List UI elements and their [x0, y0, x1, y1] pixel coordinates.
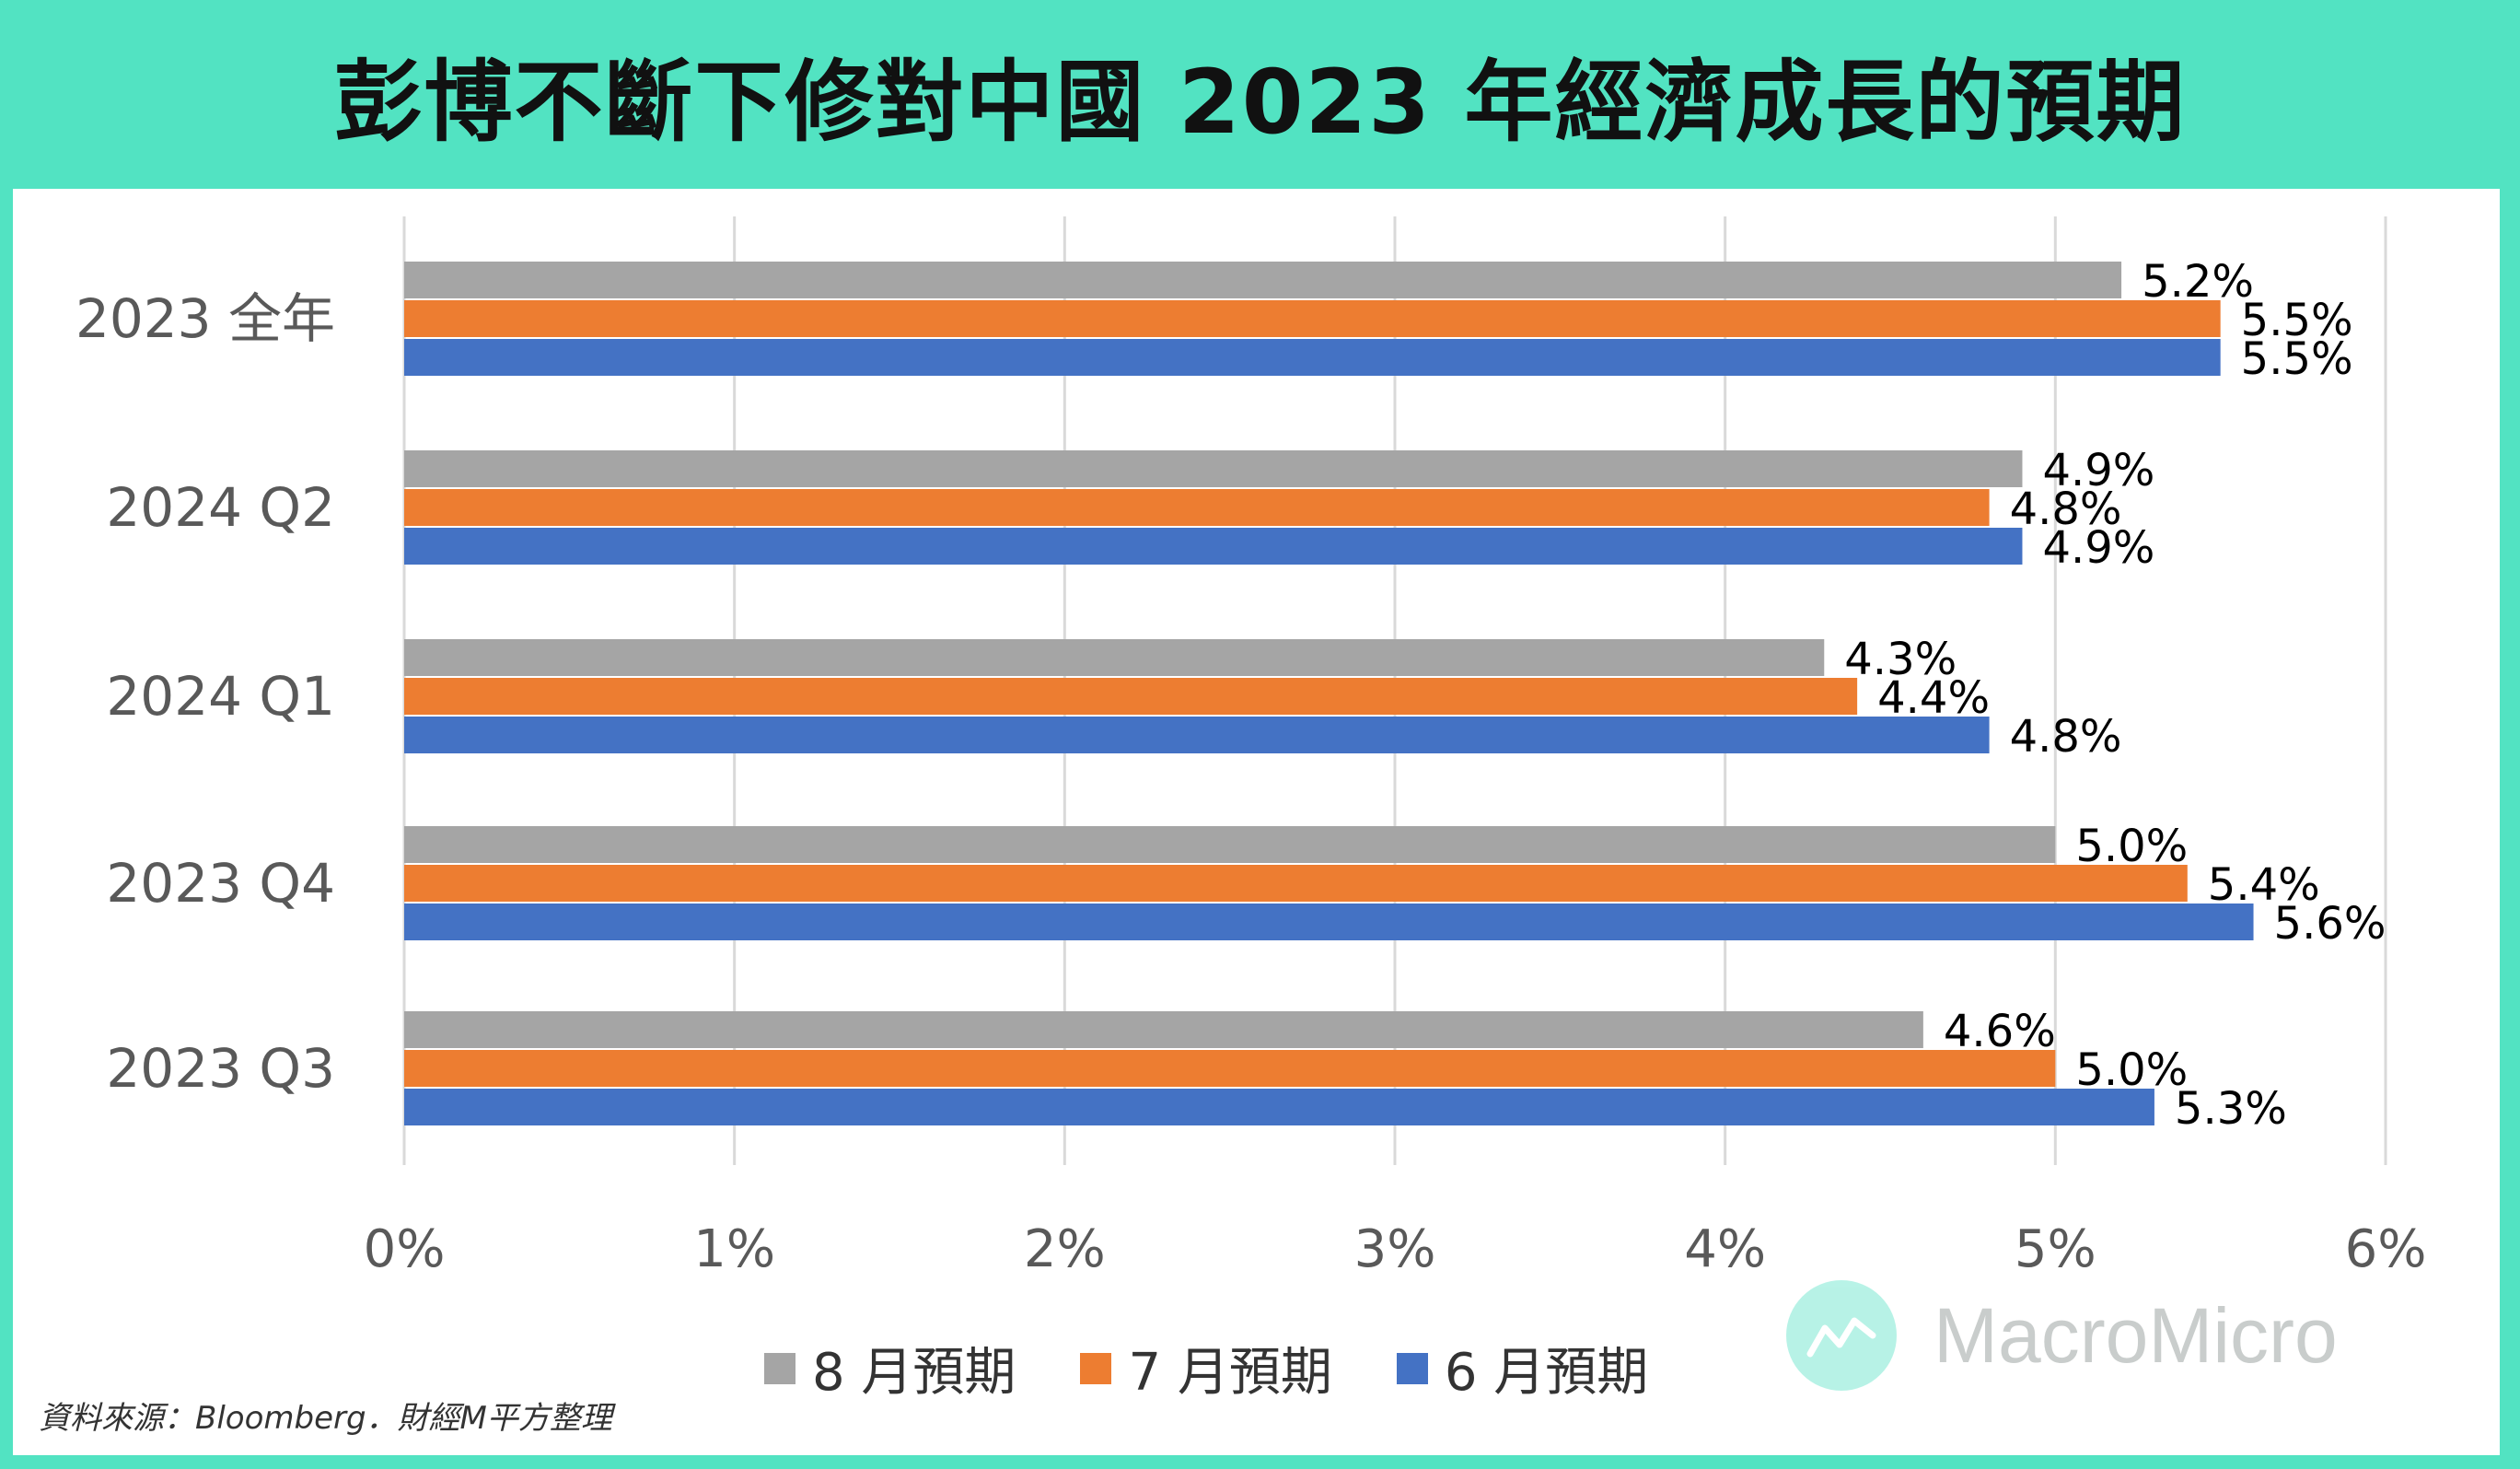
bar-1-4 [404, 1050, 2056, 1087]
source-note: 資料來源：Bloomberg．財經M平方整理 [39, 1400, 612, 1437]
legend-swatch-aug [764, 1352, 795, 1384]
bar-2-4 [404, 1089, 2154, 1125]
bar-2-3 [404, 904, 2254, 940]
data-label-0-1: 4.9% [2042, 445, 2154, 496]
legend-label-jul: 7 月預期 [1128, 1343, 1332, 1403]
bar-0-2 [404, 639, 1825, 676]
x-tick-label-5: 5% [2015, 1219, 2096, 1279]
bar-1-2 [404, 678, 1858, 715]
data-label-2-4: 5.3% [2175, 1083, 2287, 1135]
category-label-3: 2023 Q4 [106, 852, 335, 915]
legend-swatch-jun [1396, 1352, 1428, 1384]
x-tick-label-0: 0% [364, 1219, 446, 1279]
legend-swatch-jul [1080, 1352, 1112, 1384]
bar-0-0 [404, 262, 2122, 298]
category-label-4: 2023 Q3 [106, 1037, 335, 1100]
data-label-1-2: 4.4% [1877, 672, 1990, 724]
data-label-2-0: 5.5% [2241, 333, 2353, 385]
x-tick-label-4: 4% [1684, 1219, 1766, 1279]
data-label-0-4: 4.6% [1944, 1006, 2056, 1057]
data-label-2-3: 5.6% [2274, 898, 2386, 950]
legend-item-aug: 8 月預期 [764, 1331, 1016, 1405]
data-label-1-4: 5.0% [2075, 1044, 2188, 1096]
legend-item-jul: 7 月預期 [1080, 1331, 1332, 1405]
data-label-2-2: 4.8% [2010, 711, 2122, 763]
bar-chart: 0% 1% 2% 3% 4% 5% 6% 2023 全年 2024 Q2 2024 Q1 2023 … [75, 216, 2427, 1279]
bar-0-4 [404, 1011, 1923, 1048]
chart-title: 彭博不斷下修對中國 2023 年經濟成長的預期 [333, 51, 2187, 154]
chart-line-icon [1786, 1280, 1897, 1391]
data-label-1-0: 5.5% [2241, 295, 2353, 346]
x-tick-label-1: 1% [693, 1219, 775, 1279]
data-label-0-2: 4.3% [1844, 634, 1957, 685]
chart-panel: 0% 1% 2% 3% 4% 5% 6% 2023 全年 2024 Q2 2024 Q1 2023 … [13, 189, 2500, 1455]
x-tick-label-2: 2% [1024, 1219, 1106, 1279]
watermark-text: MacroMicro [1934, 1291, 2338, 1379]
bar-2-1 [404, 528, 2023, 565]
legend-item-jun: 6 月預期 [1396, 1331, 1649, 1405]
legend-label-aug: 8 月預期 [812, 1343, 1016, 1403]
bar-0-3 [404, 826, 2056, 863]
x-tick-label-3: 3% [1354, 1219, 1436, 1279]
data-label-1-3: 5.4% [2208, 859, 2320, 911]
data-label-2-1: 4.9% [2042, 522, 2154, 574]
data-label-1-1: 4.8% [2010, 484, 2122, 535]
category-label-2: 2024 Q1 [106, 665, 335, 728]
bar-2-2 [404, 717, 1990, 753]
chart-legend: 8 月預期 7 月預期 6 月預期 [764, 1331, 1648, 1405]
watermark: MacroMicro [1786, 1280, 2338, 1391]
category-label-1: 2024 Q2 [106, 476, 335, 539]
bar-1-0 [404, 300, 2221, 337]
bar-1-1 [404, 489, 1990, 526]
bar-0-1 [404, 450, 2023, 487]
bar-2-0 [404, 339, 2221, 376]
bar-1-3 [404, 865, 2188, 902]
x-tick-label-6: 6% [2345, 1219, 2427, 1279]
data-label-0-3: 5.0% [2075, 821, 2188, 872]
data-label-0-0: 5.2% [2142, 256, 2254, 308]
legend-label-jun: 6 月預期 [1444, 1343, 1649, 1403]
category-label-0: 2023 全年 [75, 287, 335, 350]
